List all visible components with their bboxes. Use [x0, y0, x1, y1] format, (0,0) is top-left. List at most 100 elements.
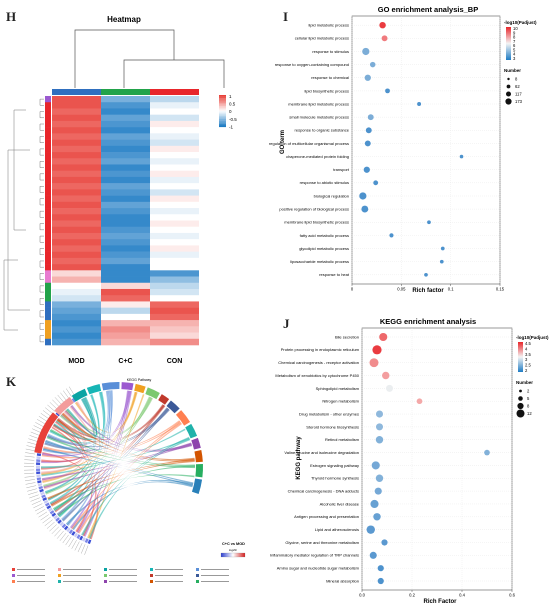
chord-gene-label-tick — [56, 530, 64, 539]
chord-pathway-segment — [34, 412, 59, 454]
chord-gene-label-tick — [34, 506, 44, 512]
heatmap-cell — [150, 139, 199, 147]
chord-gene-label-tick — [65, 536, 72, 546]
kg-term-label: Steroid hormone biosynthesis — [306, 424, 359, 429]
kg-bubble — [484, 449, 490, 456]
heatmap-row-annotation — [45, 257, 51, 265]
go-color-legend-tick: 8 — [513, 35, 516, 40]
chord-pathway-segment — [54, 396, 74, 416]
heatmap-cell — [52, 164, 101, 171]
heatmap-row-annotation — [45, 152, 51, 159]
go-color-legend-bar — [506, 27, 511, 60]
heatmap-cell — [52, 251, 101, 259]
go-term-label: regulation of multicellular organismal p… — [269, 141, 349, 146]
heatmap-cell — [150, 295, 199, 302]
heatmap-cell — [101, 301, 150, 308]
heatmap-cell — [52, 257, 101, 265]
chord-key-swatch — [58, 568, 61, 571]
chord-key-text-line — [201, 569, 229, 570]
heatmap-row-annotation — [45, 276, 51, 284]
go-term-label: fatty acid metabolic process — [300, 233, 349, 238]
heatmap-cell — [101, 120, 150, 128]
go-bubble — [381, 35, 388, 42]
heatmap-row-annotation — [45, 288, 51, 296]
chord-key-swatch — [104, 568, 107, 571]
heatmap-row-annotation — [45, 133, 51, 140]
chord-gene-label-tick — [36, 508, 46, 515]
chord-gene-segment — [84, 538, 89, 543]
heatmap-cell — [101, 307, 150, 315]
chord-gene-label-tick — [45, 407, 54, 415]
go-term-label: membrane lipid metabolic process — [288, 101, 349, 106]
kg-frame — [361, 327, 513, 591]
heatmap-column-dendrogram — [74, 29, 225, 88]
chord-key-swatch — [12, 574, 15, 577]
heatmap-row-annotation-bar — [45, 96, 51, 346]
go-term-label: cellular lipid metabolic process — [295, 36, 349, 41]
heatmap-cell — [150, 264, 199, 271]
chord-gene-segment — [43, 499, 49, 504]
go-term-label: response to chemical — [311, 75, 349, 80]
chord-gene-segment — [46, 505, 52, 510]
chord-pathway-segment — [158, 394, 170, 405]
heatmap-legend-tick: 0 — [229, 109, 232, 114]
heatmap-cell — [101, 245, 150, 252]
go-bubble — [417, 102, 422, 106]
heatmap-cell — [101, 251, 150, 259]
go-term-label: liposaccharide metabolic process — [290, 259, 349, 264]
kg-term-label: Nitrogen metabolism — [322, 399, 359, 404]
heatmap-cell — [101, 320, 150, 327]
heatmap-cell — [101, 96, 150, 103]
heatmap-cell — [52, 301, 101, 308]
chord-link — [62, 408, 170, 522]
heatmap-cell — [150, 245, 199, 252]
heatmap-legend-step — [219, 120, 226, 123]
go-y-axis-label: GO term — [280, 130, 286, 154]
go-bubble — [364, 140, 371, 147]
kg-size-legend-title: Number — [516, 380, 533, 385]
heatmap-cell — [150, 251, 199, 259]
chord-key-swatch — [12, 580, 15, 583]
heatmap-legend-step — [219, 125, 226, 128]
kg-bubble — [375, 436, 384, 444]
chord-link — [43, 443, 192, 489]
chord-gene-label-tick — [47, 404, 56, 412]
heatmap-cell — [52, 245, 101, 252]
kg-bubble — [385, 384, 394, 392]
kg-size-legend-label: 5 — [527, 396, 530, 401]
heatmap-cell — [150, 276, 199, 284]
chord-legend-subtitle: log2fc — [229, 548, 238, 552]
go-size-legend-label: 117 — [515, 92, 522, 97]
go-term-label: small molecule metabolic process — [289, 115, 349, 120]
heatmap-cell — [52, 96, 101, 103]
heatmap-row-annotation — [45, 102, 51, 109]
kg-term-label: Bile secretion — [335, 334, 359, 339]
heatmap-row-annotation — [45, 264, 51, 271]
kg-term-label: Alcoholic liver disease — [320, 501, 360, 506]
go-x-tick-label: 0.15 — [496, 287, 505, 292]
heatmap-legend-step — [219, 114, 226, 116]
heatmap-legend-step — [219, 112, 226, 115]
heatmap-row-annotation — [45, 332, 51, 340]
go-x-tick-label: 0.05 — [397, 287, 406, 292]
heatmap-row-annotation — [45, 208, 51, 215]
go-color-legend-tick: 3 — [513, 56, 516, 61]
heatmap-row-annotation — [45, 301, 51, 308]
chord-gene-segment — [63, 525, 69, 531]
kg-bubble — [375, 474, 384, 482]
go-size-legend-title: Number — [504, 68, 521, 73]
heatmap-cell — [101, 326, 150, 333]
heatmap-cell — [101, 102, 150, 109]
chord-key-swatch — [150, 574, 153, 577]
go-bubble — [369, 61, 376, 68]
chord-gene-segment — [37, 483, 43, 487]
heatmap-cell — [52, 170, 101, 178]
chord-gene-label-tick — [59, 532, 67, 541]
chord-key-swatch — [196, 574, 199, 577]
kg-x-tick-label: 0.2 — [409, 593, 415, 598]
heatmap-cell — [52, 232, 101, 240]
kg-term-label: Chemical carcinogenesis - DNA adducts — [288, 489, 359, 494]
heatmap-row-annotation — [45, 108, 51, 115]
heatmap-cell — [150, 214, 199, 221]
heatmap-cell — [52, 320, 101, 327]
